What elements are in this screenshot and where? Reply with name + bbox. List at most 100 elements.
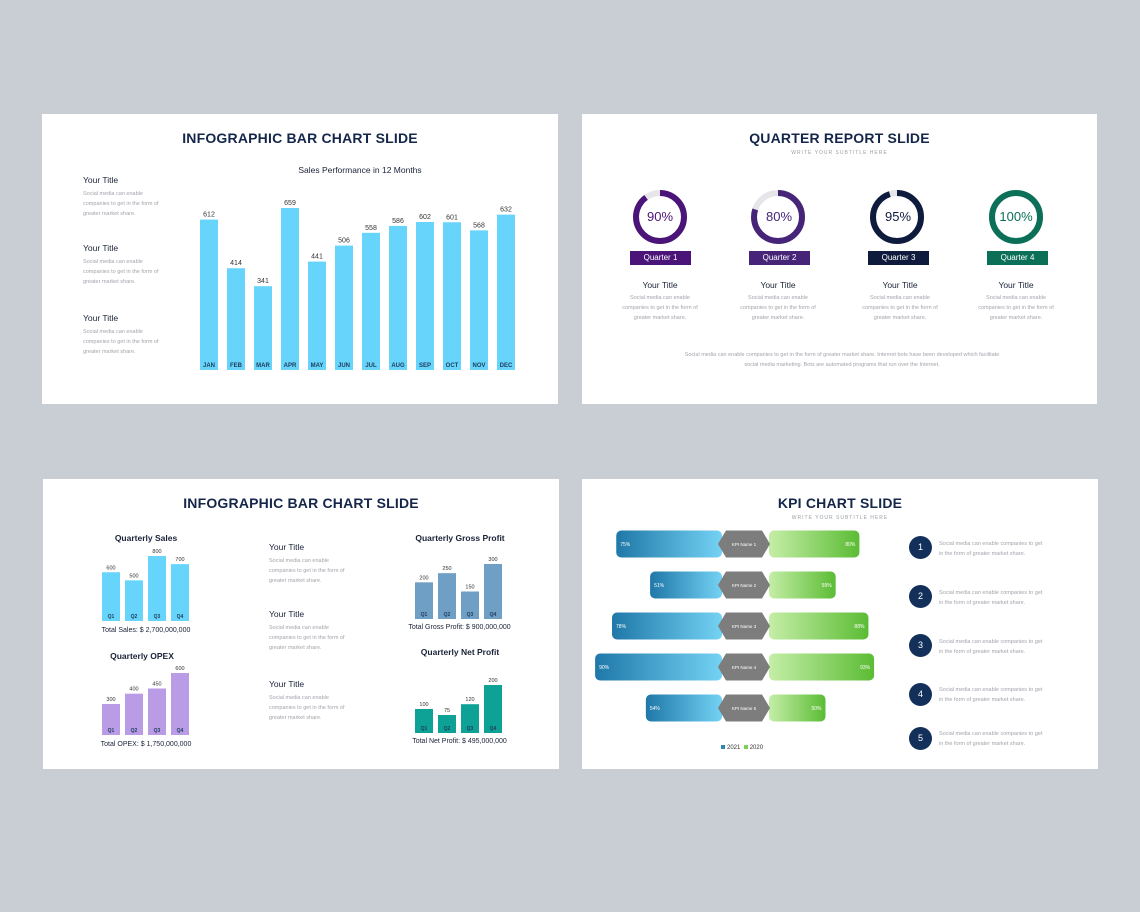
value-label: 441 [311, 254, 323, 261]
quarter-donuts [633, 190, 1043, 244]
side-text-2: Social media can enable companies to get… [83, 259, 159, 285]
kpi-bar-2020 [769, 612, 869, 640]
bar-may [308, 261, 326, 370]
side-text-2: Social media can enable companies to get… [269, 625, 345, 651]
category-label: Q3 [154, 728, 161, 734]
kpi-chart: 75% 80% KPI Name 1 51% 59% KPI Name 2 78% 88% KP… [595, 530, 875, 722]
category-label: DEC [500, 363, 513, 369]
bar-q2 [438, 573, 456, 619]
kpi-bar-2021 [645, 694, 722, 722]
quarterly-opex-title: Quarterly OPEX [110, 651, 174, 661]
value-label: 600 [106, 565, 115, 571]
quarter-4-percent: 100% [999, 209, 1033, 224]
side-text-3: Social media can enable companies to get… [269, 695, 345, 721]
quarter-1-text: Social media can enable companies to get… [622, 295, 698, 321]
slide-subtitle: WRITE YOUR SUBTITLE HERE [791, 150, 888, 156]
slide-quarterly-bar-charts: INFOGRAPHIC BAR CHART SLIDE Quarterly Sa… [43, 479, 559, 769]
value-label: 632 [500, 207, 512, 214]
kpi-bar-2021 [612, 612, 722, 640]
quarter-3-title: Your Title [882, 280, 918, 290]
side-text-1: Social media can enable companies to get… [83, 191, 159, 217]
value-label: 450 [152, 682, 161, 688]
bar-mar [254, 286, 272, 370]
quarterly-opex-chart: 300 Q1 400 Q2 450 Q3 600 Q4 [102, 666, 189, 735]
chart-title: Sales Performance in 12 Months [298, 165, 421, 175]
kpi-value-2021: 75% [620, 542, 631, 548]
kpi-name-hexagon [718, 653, 770, 681]
bar-jul [362, 232, 380, 370]
category-label: JAN [203, 363, 215, 369]
value-label: 120 [465, 697, 474, 703]
bar-apr [281, 208, 299, 370]
value-label: 75 [444, 708, 450, 714]
quarter-4-text: Social media can enable companies to get… [978, 295, 1054, 321]
kpi-bar-2020 [769, 530, 860, 558]
kpi-name-hexagon [718, 530, 770, 558]
donut-progress [989, 190, 1043, 244]
kpi-text-3: Social media can enable companies to get… [939, 639, 1043, 655]
category-label: Q2 [131, 728, 138, 734]
kpi-name-label: KPI Name 2 [732, 583, 757, 588]
kpi-name-label: KPI Name 1 [732, 542, 757, 547]
quarter-4-badge: Quarter 4 [987, 251, 1048, 265]
footer-text: Social media can enable companies to get… [684, 352, 1000, 368]
kpi-text-1: Social media can enable companies to get… [939, 541, 1043, 557]
kpi-text-2: Social media can enable companies to get… [939, 590, 1043, 606]
side-title-2: Your Title [83, 243, 119, 253]
category-label: MAY [311, 363, 324, 369]
kpi-name-label: KPI Name 4 [732, 665, 757, 670]
category-label: FEB [230, 363, 243, 369]
quarter-2-percent: 80% [765, 209, 793, 224]
quarter-2-badge: Quarter 2 [749, 251, 810, 265]
bar-q1 [415, 582, 433, 619]
kpi-name-hexagon [718, 694, 770, 722]
donut-progress [751, 190, 805, 244]
value-label: 659 [284, 200, 296, 207]
bar-q1 [102, 572, 120, 621]
quarter-3-text: Social media can enable companies to get… [862, 295, 938, 321]
slide-title: INFOGRAPHIC BAR CHART SLIDE [183, 495, 419, 511]
category-label: Q2 [131, 614, 138, 620]
category-label: Q2 [444, 612, 451, 618]
kpi-text-5: Social media can enable companies to get… [939, 731, 1043, 747]
side-title-2: Your Title [269, 609, 305, 619]
category-label: Q4 [177, 728, 184, 734]
sales-performance-chart: Sales Performance in 12 Months 612 JAN 414… [200, 165, 515, 370]
donut-progress [870, 190, 924, 244]
category-label: SEP [419, 363, 431, 369]
value-label: 558 [365, 225, 377, 232]
value-label: 601 [446, 214, 458, 221]
quarter-1-badge: Quarter 1 [630, 251, 691, 265]
bar-q3 [461, 591, 479, 619]
bar-q3 [461, 704, 479, 733]
quarterly-gross-profit-chart: 200 Q1 250 Q2 150 Q3 300 Q4 [415, 557, 502, 619]
value-label: 400 [129, 687, 138, 693]
bar-q4 [484, 685, 502, 733]
category-label: Q1 [421, 612, 428, 618]
value-label: 700 [175, 557, 184, 563]
kpi-name-hexagon [718, 612, 770, 640]
total-net-profit: Total Net Profit: $ 495,000,000 [412, 738, 507, 745]
legend-label-2021: 2021 [727, 745, 741, 751]
kpi-bar-2021 [650, 571, 722, 599]
kpi-number-3: 3 [909, 634, 932, 657]
quarter-2-title: Your Title [760, 280, 796, 290]
kpi-name-label: KPI Name 5 [732, 706, 757, 711]
category-label: Q4 [490, 726, 497, 732]
kpi-value-2021: 78% [616, 624, 627, 630]
kpi-value-2020: 88% [854, 624, 865, 630]
category-label: Q1 [108, 728, 115, 734]
kpi-value-2021: 51% [654, 583, 665, 589]
side-title-3: Your Title [83, 313, 119, 323]
category-label: Q3 [467, 612, 474, 618]
side-title-1: Your Title [269, 542, 305, 552]
quarter-2-text: Social media can enable companies to get… [740, 295, 816, 321]
value-label: 568 [473, 222, 485, 229]
kpi-bar-2020 [769, 571, 836, 599]
kpi-number-1: 1 [909, 536, 932, 559]
bar-q2 [125, 693, 143, 735]
bar-q3 [148, 688, 166, 735]
side-title-1: Your Title [83, 175, 119, 185]
bar-jan [200, 219, 218, 370]
kpi-number-5: 5 [909, 727, 932, 750]
